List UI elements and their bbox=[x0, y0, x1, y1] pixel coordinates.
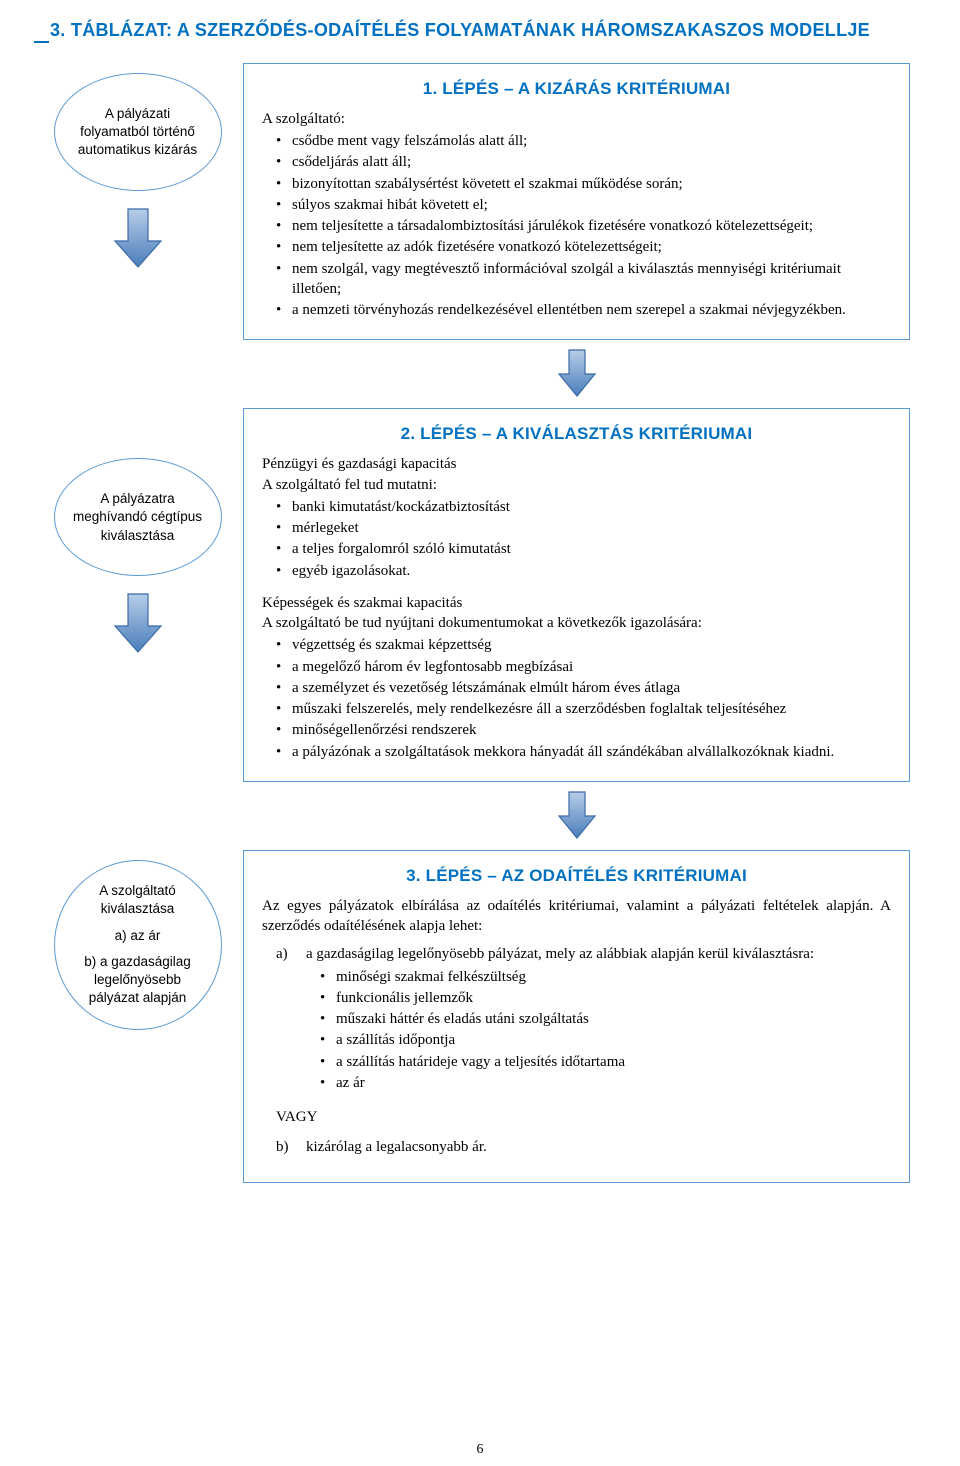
list-item: súlyos szakmai hibát követett el; bbox=[262, 195, 891, 215]
step1-box: 1. LÉPÉS – A KIZÁRÁS KRITÉRIUMAI A szolg… bbox=[243, 63, 910, 340]
step3-a-lead: a gazdaságilag legelőnyösebb pályázat, m… bbox=[306, 946, 814, 962]
step1-title: 1. LÉPÉS – A KIZÁRÁS KRITÉRIUMAI bbox=[262, 78, 891, 101]
list-item: csődeljárás alatt áll; bbox=[262, 152, 891, 172]
list-item: egyéb igazolásokat. bbox=[262, 561, 891, 581]
page-title: 3. TÁBLÁZAT: A SZERZŐDÉS-ODAÍTÉLÉS FOLYA… bbox=[50, 20, 910, 41]
list-item: műszaki felszerelés, mely rendelkezésre … bbox=[262, 699, 891, 719]
ellipse-exclusion-text: A pályázati folyamatból történő automati… bbox=[69, 105, 207, 160]
step2-title: 2. LÉPÉS – A KIVÁLASZTÁS KRITÉRIUMAI bbox=[262, 423, 891, 446]
step1-list: csődbe ment vagy felszámolás alatt áll; … bbox=[262, 131, 891, 320]
list-item: a nemzeti törvényhozás rendelkezésével e… bbox=[262, 300, 891, 320]
row-step-1: A pályázati folyamatból történő automati… bbox=[50, 63, 910, 408]
list-item: a teljes forgalomról szóló kimutatást bbox=[262, 539, 891, 559]
list-item: minőségi szakmai felkészültség bbox=[306, 967, 891, 987]
step3-vagy: VAGY bbox=[276, 1107, 891, 1127]
step2-sectA-list: banki kimutatást/kockázatbiztosítást mér… bbox=[262, 497, 891, 581]
row-step-3: A szolgáltató kiválasztása a) az ár b) a… bbox=[50, 850, 910, 1183]
right-column-1: 1. LÉPÉS – A KIZÁRÁS KRITÉRIUMAI A szolg… bbox=[243, 63, 910, 408]
step3-a-sublist: minőségi szakmai felkészültség funkcioná… bbox=[306, 967, 891, 1094]
list-item: a szállítás határideje vagy a teljesítés… bbox=[306, 1052, 891, 1072]
step3-option-a: a) a gazdaságilag legelőnyösebb pályázat… bbox=[262, 944, 891, 1093]
step2-sectB-list: végzettség és szakmai képzettség a megel… bbox=[262, 635, 891, 762]
down-arrow-icon bbox=[557, 790, 597, 840]
right-column-3: 3. LÉPÉS – AZ ODAÍTÉLÉS KRITÉRIUMAI Az e… bbox=[243, 850, 910, 1183]
ellipse-award-line3: b) a gazdaságilag legelőnyösebb pályázat… bbox=[69, 953, 207, 1008]
left-column-1: A pályázati folyamatból történő automati… bbox=[50, 63, 225, 408]
list-item: az ár bbox=[306, 1073, 891, 1093]
list-item: funkcionális jellemzők bbox=[306, 988, 891, 1008]
connector-arrow-1 bbox=[243, 348, 910, 398]
left-column-3: A szolgáltató kiválasztása a) az ár b) a… bbox=[50, 850, 225, 1183]
list-item: nem teljesítette az adók fizetésére vona… bbox=[262, 237, 891, 257]
step3-b-marker: b) bbox=[276, 1137, 289, 1157]
list-item: nem szolgál, vagy megtévesztő információ… bbox=[262, 259, 891, 300]
list-item: banki kimutatást/kockázatbiztosítást bbox=[262, 497, 891, 517]
ellipse-award-line1: A szolgáltató kiválasztása bbox=[69, 882, 207, 918]
ellipse-award-line2: a) az ár bbox=[69, 927, 207, 945]
ellipse-selection-text: A pályázatra meghívandó cégtípus kiválas… bbox=[69, 490, 207, 545]
ellipse-exclusion: A pályázati folyamatból történő automati… bbox=[54, 73, 222, 191]
list-item: a személyzet és vezetőség létszámának el… bbox=[262, 678, 891, 698]
down-arrow-icon bbox=[557, 348, 597, 398]
list-item: nem teljesítette a társadalombiztosítási… bbox=[262, 216, 891, 236]
list-item: végzettség és szakmai képzettség bbox=[262, 635, 891, 655]
list-item: bizonyítottan szabálysértést követett el… bbox=[262, 174, 891, 194]
step2-sectB-lead1: Képességek és szakmai kapacitás bbox=[262, 593, 891, 613]
list-item: mérlegeket bbox=[262, 518, 891, 538]
ellipse-award: A szolgáltató kiválasztása a) az ár b) a… bbox=[54, 860, 222, 1030]
list-item: minőségellenőrzési rendszerek bbox=[262, 720, 891, 740]
list-item: csődbe ment vagy felszámolás alatt áll; bbox=[262, 131, 891, 151]
list-item: a megelőző három év legfontosabb megbízá… bbox=[262, 657, 891, 677]
title-connector-line bbox=[34, 41, 49, 43]
list-item: a pályázónak a szolgáltatások mekkora há… bbox=[262, 742, 891, 762]
step3-ordered-list-b: b) kizárólag a legalacsonyabb ár. bbox=[262, 1137, 891, 1157]
step2-sectA-lead2: A szolgáltató fel tud mutatni: bbox=[262, 475, 891, 495]
down-arrow-icon bbox=[113, 207, 163, 269]
step1-lead: A szolgáltató: bbox=[262, 109, 891, 129]
ellipse-selection: A pályázatra meghívandó cégtípus kiválas… bbox=[54, 458, 222, 576]
step3-title: 3. LÉPÉS – AZ ODAÍTÉLÉS KRITÉRIUMAI bbox=[262, 865, 891, 888]
right-column-2: 2. LÉPÉS – A KIVÁLASZTÁS KRITÉRIUMAI Pén… bbox=[243, 408, 910, 849]
step2-box: 2. LÉPÉS – A KIVÁLASZTÁS KRITÉRIUMAI Pén… bbox=[243, 408, 910, 781]
step3-b-text: kizárólag a legalacsonyabb ár. bbox=[306, 1139, 487, 1155]
step3-box: 3. LÉPÉS – AZ ODAÍTÉLÉS KRITÉRIUMAI Az e… bbox=[243, 850, 910, 1183]
step3-intro: Az egyes pályázatok elbírálása az odaíté… bbox=[262, 896, 891, 937]
down-arrow-icon bbox=[113, 592, 163, 654]
step3-a-marker: a) bbox=[276, 944, 288, 964]
list-item: műszaki háttér és eladás utáni szolgálta… bbox=[306, 1009, 891, 1029]
step3-ordered-list: a) a gazdaságilag legelőnyösebb pályázat… bbox=[262, 944, 891, 1093]
step3-option-b: b) kizárólag a legalacsonyabb ár. bbox=[262, 1137, 891, 1157]
page-number: 6 bbox=[0, 1442, 960, 1458]
step2-sectB-lead2: A szolgáltató be tud nyújtani dokumentum… bbox=[262, 613, 891, 633]
list-item: a szállítás időpontja bbox=[306, 1030, 891, 1050]
step2-sectA-lead1: Pénzügyi és gazdasági kapacitás bbox=[262, 454, 891, 474]
connector-arrow-2 bbox=[243, 790, 910, 840]
left-column-2: A pályázatra meghívandó cégtípus kiválas… bbox=[50, 408, 225, 849]
row-step-2: A pályázatra meghívandó cégtípus kiválas… bbox=[50, 408, 910, 849]
